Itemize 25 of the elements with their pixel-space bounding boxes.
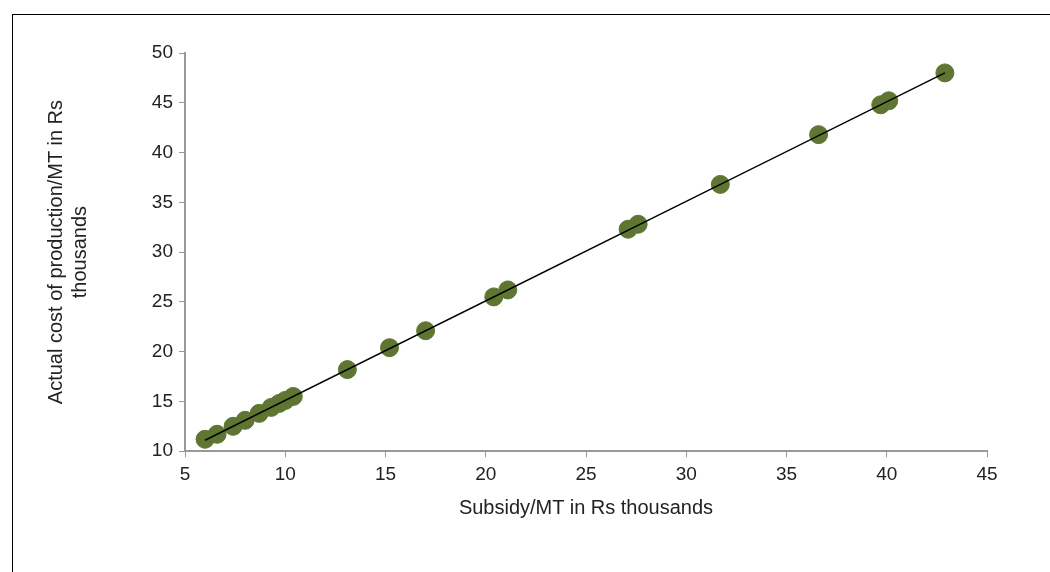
- x-tick-label: 40: [876, 462, 898, 484]
- point: [337, 360, 357, 380]
- x-tick-label: 15: [374, 462, 397, 484]
- point: [498, 280, 518, 300]
- x-tick-label: 25: [575, 462, 597, 484]
- x-tick-label: 30: [675, 462, 697, 484]
- x-axis-title: Subsidy/MT in Rs thousands: [458, 495, 714, 518]
- point: [935, 63, 955, 83]
- point: [879, 91, 899, 111]
- x-tick-label: 45: [976, 462, 998, 484]
- y-tick-label: 50: [151, 41, 173, 63]
- y-tick-label: 30: [151, 240, 173, 262]
- y-axis-title: Actual cost of production/MT in Rs thousands: [43, 99, 90, 405]
- y-tick-label: 40: [151, 140, 173, 162]
- x-tick-label: 10: [274, 462, 296, 484]
- point: [628, 214, 648, 234]
- y-tick-label: 15: [151, 389, 173, 411]
- y-tick-label: 20: [151, 339, 173, 361]
- x-tick-label: 5: [179, 462, 191, 484]
- y-tick-label: 25: [151, 290, 173, 312]
- y-tick-label: 35: [151, 190, 173, 212]
- y-tick-label: 10: [151, 439, 173, 461]
- x-tick-label: 35: [775, 462, 798, 484]
- x-tick-label: 20: [475, 462, 497, 484]
- y-tick-label: 45: [151, 91, 173, 113]
